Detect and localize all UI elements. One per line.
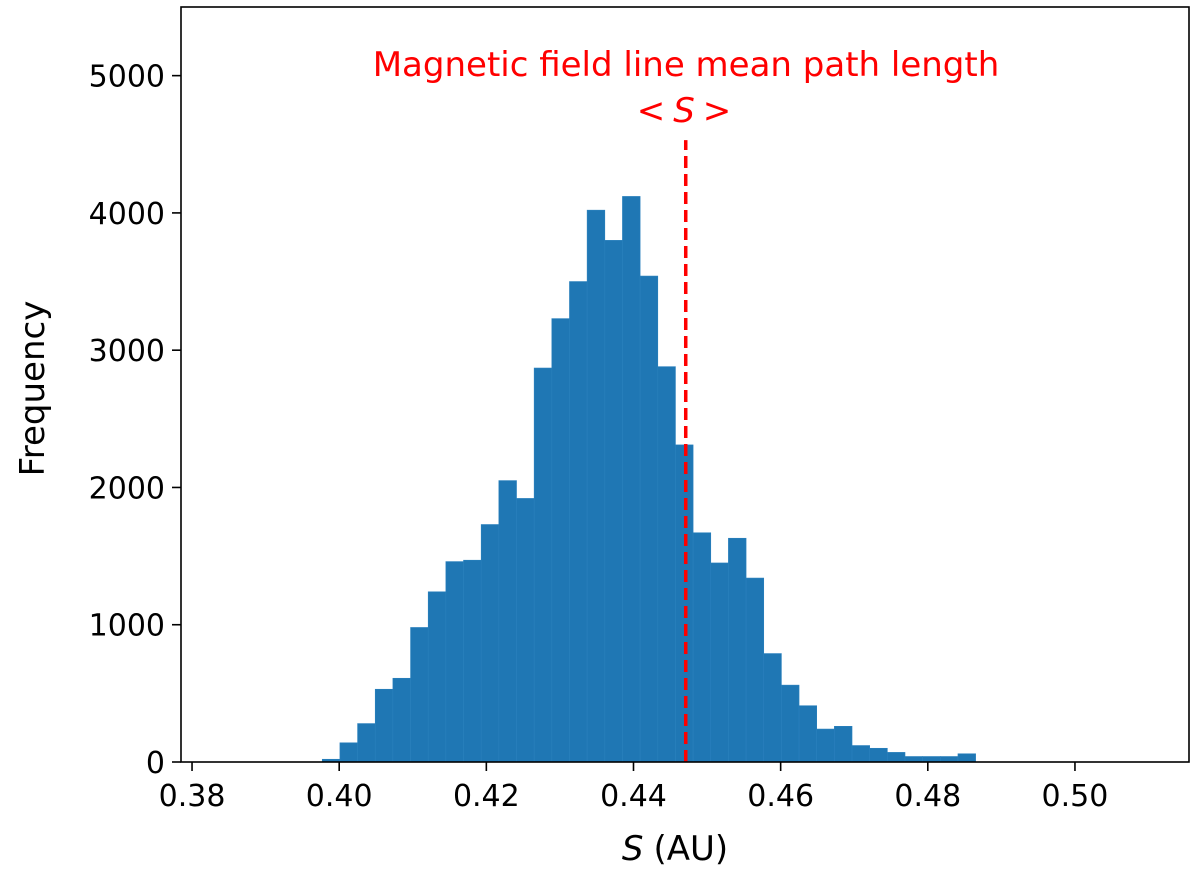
y-axis-label: Frequency [13, 301, 53, 477]
histogram-bar [586, 209, 606, 763]
histogram-bar [869, 747, 888, 763]
histogram-bar [410, 627, 429, 763]
x-tick-label: 0.46 [747, 779, 814, 814]
x-axis-ticks: 0.38 0.40 0.42 0.44 0.46 0.48 0.50 [159, 762, 1109, 814]
histogram-bar [639, 275, 659, 763]
histogram-bar [657, 366, 676, 763]
x-axis-variable: S [622, 829, 644, 869]
histogram-bar [374, 688, 394, 763]
histogram-bars [321, 196, 976, 763]
histogram-bar [445, 561, 464, 763]
x-axis-label: S (AU) [622, 829, 728, 869]
histogram-bar [887, 752, 906, 763]
y-tick-label: 5000 [89, 60, 165, 95]
y-tick-label: 2000 [89, 471, 165, 506]
annotation-right-bracket: > [703, 91, 732, 131]
x-tick-label: 0.48 [894, 779, 961, 814]
histogram-bar [692, 532, 712, 763]
histogram-bar [392, 677, 411, 763]
histogram-bar [957, 753, 976, 763]
histogram-bar [922, 756, 941, 763]
x-tick-label: 0.38 [159, 779, 226, 814]
histogram-bar [816, 728, 835, 763]
x-tick-label: 0.44 [600, 779, 667, 814]
histogram-bar [904, 756, 923, 763]
x-tick-label: 0.50 [1042, 779, 1109, 814]
histogram-bar [339, 742, 358, 763]
x-tick-label: 0.40 [306, 779, 373, 814]
histogram-bar [498, 480, 517, 763]
histogram-bar [427, 591, 447, 763]
histogram-bar [622, 196, 641, 763]
histogram-bar [781, 684, 800, 763]
histogram-bar [604, 240, 623, 763]
histogram-bar [728, 537, 747, 763]
histogram-bar [851, 745, 870, 763]
histogram-bar [551, 318, 570, 763]
y-tick-label: 0 [146, 746, 165, 781]
histogram-bar [533, 367, 553, 763]
annotation-symbol: < S > [637, 91, 732, 131]
histogram-bar [463, 559, 482, 763]
x-tick-label: 0.42 [453, 779, 520, 814]
histogram-bar [763, 653, 782, 763]
histogram-bar [357, 723, 376, 763]
histogram-bar [834, 726, 853, 763]
histogram-bar [710, 562, 729, 763]
annotation-left-bracket: < [637, 91, 666, 131]
y-tick-label: 3000 [89, 334, 165, 369]
histogram-bar [798, 705, 818, 763]
annotation-title: Magnetic field line mean path length [373, 45, 1000, 85]
plot-frame [180, 6, 1190, 763]
histogram-bar [516, 498, 535, 763]
y-axis-ticks: 0 1000 2000 3000 4000 5000 [89, 60, 181, 781]
histogram-bar [480, 524, 500, 763]
histogram-bar [569, 281, 588, 763]
histogram-bar [940, 756, 959, 763]
histogram-bar [745, 577, 765, 763]
y-tick-label: 1000 [89, 609, 165, 644]
annotation-variable: S [673, 91, 695, 131]
y-tick-label: 4000 [89, 197, 165, 232]
x-axis-unit: (AU) [653, 829, 728, 869]
